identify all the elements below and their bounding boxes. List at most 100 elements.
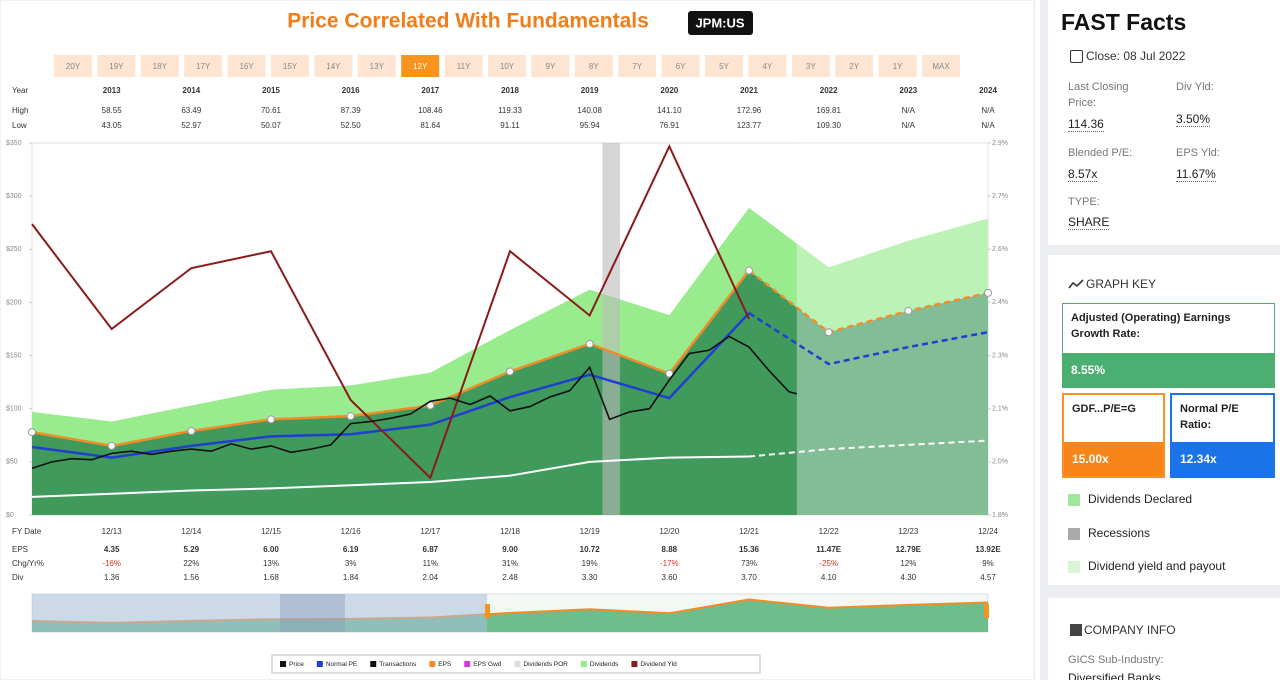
range-label: 9Y [546,62,556,71]
line [748,312,989,366]
y-tick-label: $0 [6,512,14,519]
fact-value: 114.36 [1068,117,1104,132]
table-cell: 2021 [740,86,758,95]
fact-label: Blended P/E: [1068,147,1133,159]
x-tick-label: 12/15 [261,527,282,536]
y2-tick-label: 2.1% [992,406,1008,413]
graph-icon [1068,279,1084,289]
table-cell: 3% [345,559,357,568]
range-button[interactable] [531,55,570,77]
range-button[interactable] [227,55,266,77]
range-button[interactable] [271,55,309,77]
graph-key-title: GRAPH KEY [1086,277,1157,291]
fact-label: Div Yld: [1176,81,1214,93]
fact-value: 3.50% [1176,112,1211,127]
row-label: Div [12,573,24,582]
normal-pe-box: Normal P/E Ratio: 12.34x [1170,393,1275,478]
legend-swatch [316,661,323,667]
range-button[interactable] [444,55,483,77]
range-button[interactable] [574,55,613,77]
range-button[interactable] [705,55,743,77]
y2-tick-label: 2.3% [992,353,1008,360]
range-button[interactable] [835,55,874,77]
fact-value: SHARE [1068,215,1110,230]
range-button[interactable] [401,55,440,77]
fact-label: TYPE: [1068,196,1100,208]
range-label: 3Y [806,62,816,71]
navigator-handle[interactable] [984,604,989,618]
table-cell: 63.49 [181,106,202,115]
eps-marker [984,288,992,297]
key-item: Dividends Declared [1068,492,1192,506]
range-button[interactable] [878,55,917,77]
table-cell: 11.47E [816,545,842,554]
range-button[interactable] [922,55,960,77]
range-button[interactable] [618,55,657,77]
graph-icon-line [1068,279,1084,289]
navigator-handle[interactable] [485,604,490,618]
table-cell: 2023 [899,86,917,95]
range-button[interactable] [791,55,830,77]
table-cell: 4.35 [104,545,120,554]
table-cell: 6.19 [343,545,359,554]
range-button[interactable] [184,55,223,77]
graph-key-card: GRAPH KEY Adjusted (Operating) Earnings … [1048,255,1280,585]
range-label: 4Y [763,62,773,71]
range-label: 13Y [370,62,385,71]
company-label: GICS Sub-Industry: [1068,654,1164,666]
range-label: 16Y [239,62,254,71]
ticker: JPM:US [695,15,744,30]
line [31,312,750,459]
table-cell: 70.61 [261,106,282,115]
y2-tick-label: 2.6% [992,246,1008,253]
table-cell: 4.10 [821,573,837,582]
row-label: Year [12,86,29,95]
table-cell: 3.70 [741,573,757,582]
eps-marker [745,266,753,275]
row-label: EPS [12,545,28,554]
eps-marker [107,441,116,450]
table-cell: 2019 [581,86,599,95]
table-cell: N/A [981,121,995,130]
table-cell: 2022 [820,86,838,95]
table-cell: 4.30 [901,573,917,582]
sidebar: FAST Facts Close: 08 Jul 2022 Last Closi… [1040,0,1280,680]
line [31,269,750,448]
table-cell: 52.97 [181,121,202,130]
y2-tick-label: 2.4% [992,299,1008,306]
legend-label: Price [289,661,304,668]
calendar-icon [1070,50,1083,63]
range-button[interactable] [140,55,179,77]
x-tick-label: 12/24 [978,527,999,536]
range-button[interactable] [661,55,700,77]
table-cell: 2020 [660,86,678,95]
table-cell: 169.81 [816,106,841,115]
y-tick-label: $150 [6,352,22,359]
range-button[interactable] [488,55,526,77]
info-icon [1070,624,1082,636]
eps-marker [824,328,833,337]
legend-label: Dividends POR [523,661,568,668]
table-cell: 4.57 [980,573,996,582]
gdf-box: GDF...P/E=G 15.00x [1062,393,1165,478]
table-cell: 2014 [182,86,200,95]
eps-marker [665,369,674,378]
table-cell: N/A [902,121,916,130]
range-label: 7Y [632,62,642,71]
y-tick-label: $250 [6,246,22,253]
line [31,455,750,498]
table-cell: -16% [102,559,121,568]
range-button[interactable] [97,55,136,77]
range-label: MAX [932,62,950,71]
close-date: Close: 08 Jul 2022 [1086,49,1186,63]
forecast-shade [796,143,988,515]
fact-label: EPS Yld: [1176,147,1220,159]
legend-label: Normal PE [326,661,358,668]
range-button[interactable] [748,55,787,77]
range-button[interactable] [357,55,396,77]
range-button[interactable] [314,55,353,77]
table-cell: 2016 [342,86,360,95]
key-text: Dividends Declared [1088,492,1193,506]
range-button[interactable] [54,55,92,77]
x-tick-label: 12/13 [102,527,123,536]
